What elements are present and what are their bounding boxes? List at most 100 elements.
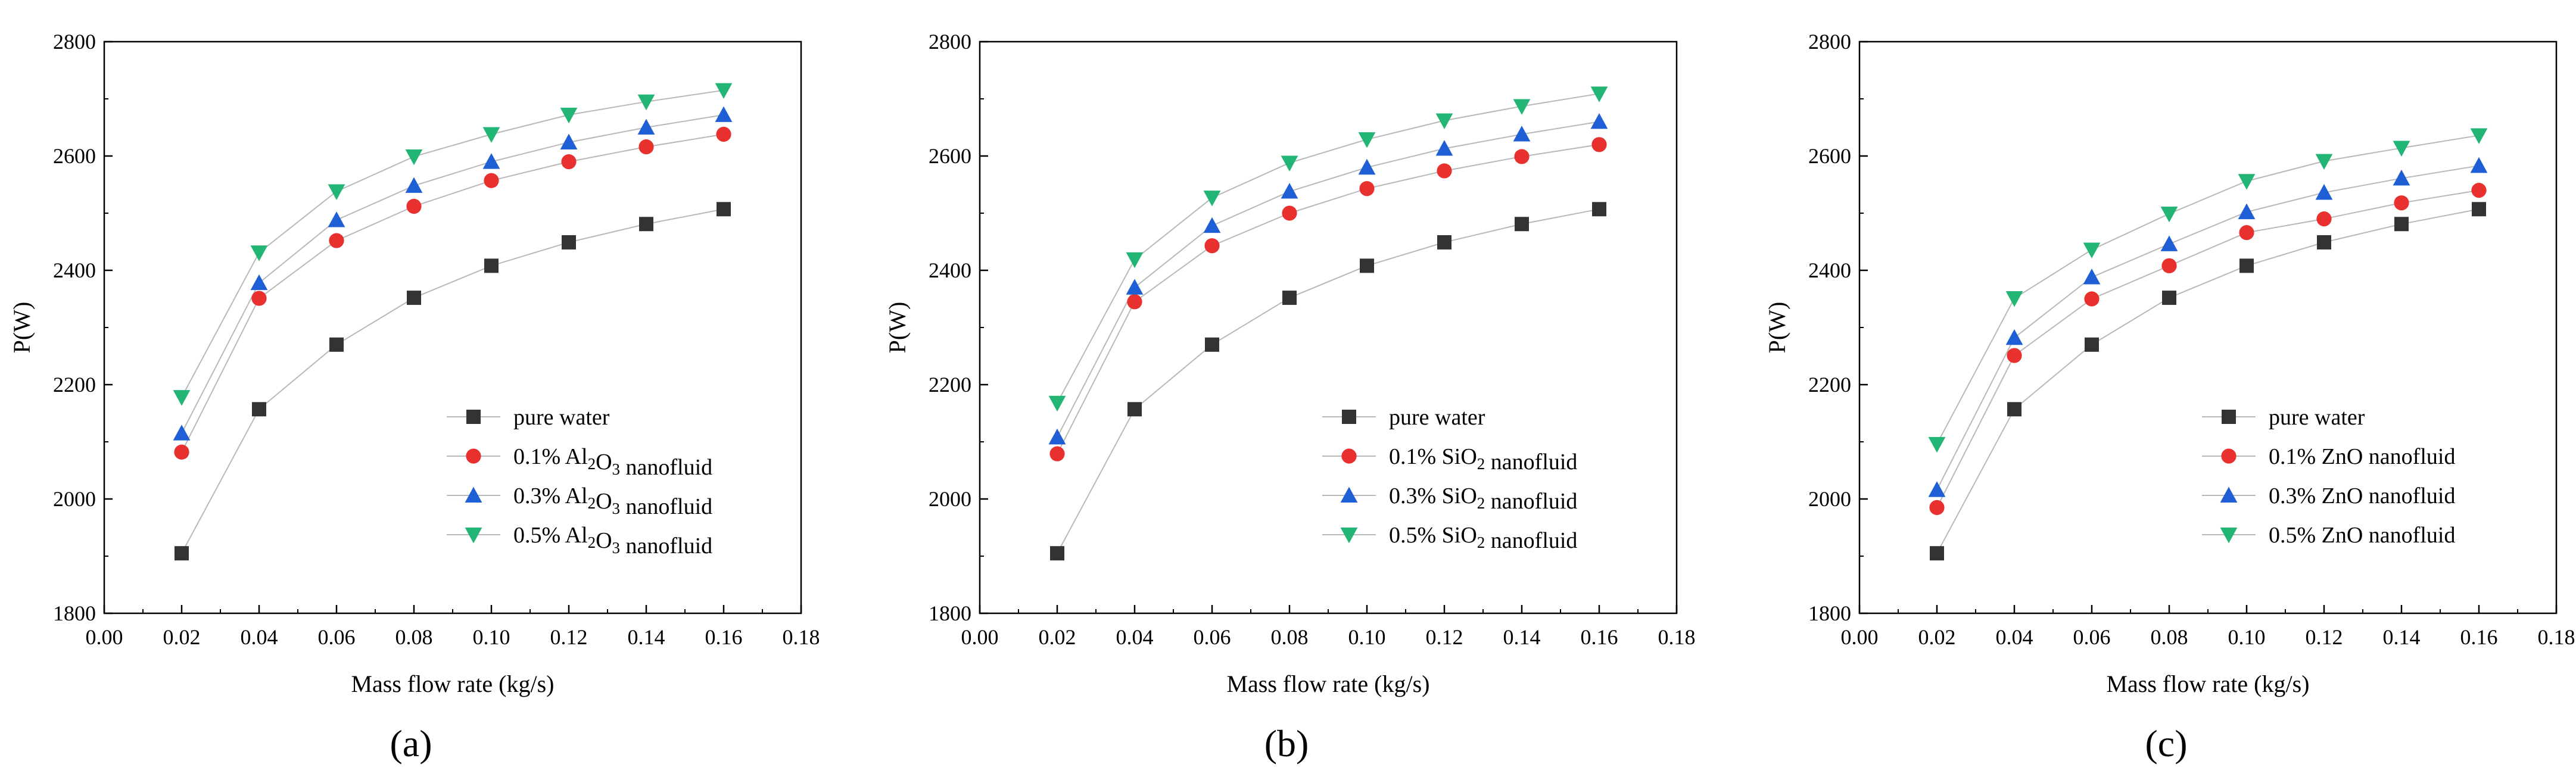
legend-text: 0.3% Al: [513, 483, 588, 509]
data-point-square: [2317, 235, 2331, 249]
legend-text: 0.1% ZnO nanofluid: [2269, 444, 2455, 469]
series-line-1: [1936, 189, 2480, 508]
x-tick-label: 0.08: [1271, 625, 1309, 649]
data-point-triangle-down: [1590, 86, 1608, 102]
legend-text: nanofluid: [1485, 489, 1577, 514]
legend-marker-triangle-up: [465, 486, 482, 503]
data-point-triangle-down: [1281, 155, 1298, 171]
y-tick-label: 2600: [53, 144, 96, 168]
data-point-triangle-down: [1928, 436, 1946, 453]
data-point-triangle-up: [1928, 481, 1946, 497]
x-tick-label: 0.18: [1658, 625, 1696, 649]
legend-subscript: 3: [612, 500, 621, 517]
data-point-circle: [2161, 258, 2177, 273]
y-tick-label: 2000: [929, 487, 971, 511]
data-point-square: [2394, 217, 2409, 232]
data-point-circle: [716, 126, 731, 142]
data-point-triangle-up: [1281, 183, 1298, 199]
x-tick-label: 0.12: [1426, 625, 1463, 649]
x-axis-title: Mass flow rate (kg/s): [1226, 670, 1429, 697]
data-point-square: [1592, 202, 1606, 217]
legend-text: pure water: [1389, 405, 1485, 430]
x-tick-label: 0.08: [395, 625, 433, 649]
legend-text: 0.1% SiO: [1389, 444, 1477, 469]
y-tick-label: 2000: [1808, 487, 1851, 511]
data-point-triangle-down: [1048, 395, 1066, 412]
data-point-triangle-up: [715, 106, 733, 122]
legend-text: nanofluid: [1485, 528, 1577, 553]
data-point-triangle-down: [2238, 174, 2256, 190]
legend-marker-circle: [1341, 448, 1357, 464]
y-axis-title: P(W): [1764, 302, 1790, 354]
data-point-circle: [2084, 291, 2100, 307]
data-point-square: [1930, 546, 1944, 561]
legend-marker-triangle-down: [2220, 528, 2238, 544]
chart-panel-a: 0.00 0.02 0.04 0.06 0.08 0.10 0.12 0.14 0.16 0.18…: [8, 30, 820, 765]
x-tick-label: 0.10: [1348, 625, 1386, 649]
data-point-square: [1205, 337, 1219, 352]
legend-text: nanofluid: [620, 534, 712, 559]
data-point-square: [562, 235, 576, 249]
legend-subscript: 2: [588, 534, 596, 551]
y-tick-label: 2800: [929, 30, 971, 54]
data-point-circle: [2471, 183, 2487, 198]
data-point-square: [639, 217, 653, 232]
x-tick-label: 0.00: [86, 625, 123, 649]
data-point-square: [484, 258, 499, 273]
data-point-circle: [406, 198, 422, 214]
chart-panel-c: 0.00 0.02 0.04 0.06 0.08 0.10 0.12 0.14 0.16 0.18…: [1764, 30, 2575, 765]
series-line-3: [1936, 135, 2480, 445]
legend-label: 0.3% SiO2 nanofluid: [1389, 483, 1577, 514]
data-point-circle: [1049, 446, 1065, 461]
data-point-triangle-up: [2393, 170, 2410, 186]
legend-subscript: 3: [612, 460, 621, 478]
y-tick-label: 2200: [929, 373, 971, 397]
x-tick-label: 0.10: [2228, 625, 2266, 649]
legend-label: 0.1% Al2O3 nanofluid: [513, 444, 712, 480]
data-point-circle: [561, 154, 577, 170]
legend-marker-triangle-up: [1340, 486, 1358, 503]
legend-text: nanofluid: [620, 455, 712, 480]
plot-frame: [103, 40, 802, 614]
legend-label: 0.5% SiO2 nanofluid: [1389, 523, 1577, 553]
data-point-triangle-down: [1126, 252, 1144, 269]
data-point-circle: [2239, 225, 2254, 241]
data-point-square: [2085, 337, 2099, 352]
data-point-circle: [638, 139, 654, 155]
legend-marker-triangle-down: [465, 528, 482, 544]
data-point-circle: [1437, 163, 1452, 179]
x-tick-label: 0.12: [2306, 625, 2343, 649]
legend-label: 0.1% ZnO nanofluid: [2269, 444, 2455, 469]
legend-label: 0.5% Al2O3 nanofluid: [513, 523, 712, 559]
legend: pure water 0.1% ZnO nanofluid 0.3% ZnO nan…: [2202, 405, 2455, 548]
data-point-triangle-up: [328, 211, 345, 227]
legend-marker-circle: [2221, 448, 2237, 464]
data-point-triangle-down: [2005, 291, 2023, 307]
legend-marker-triangle-up: [2220, 486, 2238, 503]
data-point-triangle-down: [482, 127, 500, 143]
data-point-triangle-down: [1203, 191, 1221, 207]
data-point-square: [1515, 217, 1529, 232]
data-point-square: [1437, 235, 1451, 249]
series-line-2: [181, 114, 724, 434]
data-point-square: [252, 402, 266, 417]
data-point-triangle-up: [1590, 113, 1608, 129]
data-point-circle: [484, 173, 499, 188]
legend-subscript: 3: [612, 539, 621, 557]
data-point-triangle-up: [1126, 279, 1144, 295]
x-tick-label: 0.04: [1996, 625, 2033, 649]
y-tick-label: 2400: [1808, 258, 1851, 282]
series-line-2: [1057, 121, 1600, 438]
y-axis-title: P(W): [8, 302, 35, 354]
x-tick-label: 0.16: [1581, 625, 1618, 649]
x-tick-label: 0.10: [473, 625, 510, 649]
x-tick-label: 0.16: [2460, 625, 2498, 649]
data-point-circle: [329, 233, 344, 248]
data-point-circle: [1929, 500, 1945, 516]
legend-text: 0.1% Al: [513, 444, 588, 469]
y-tick-label: 2800: [53, 30, 96, 54]
data-point-triangle-down: [173, 390, 191, 406]
legend-marker-triangle-down: [1340, 528, 1358, 544]
data-point-triangle-down: [2160, 206, 2178, 223]
